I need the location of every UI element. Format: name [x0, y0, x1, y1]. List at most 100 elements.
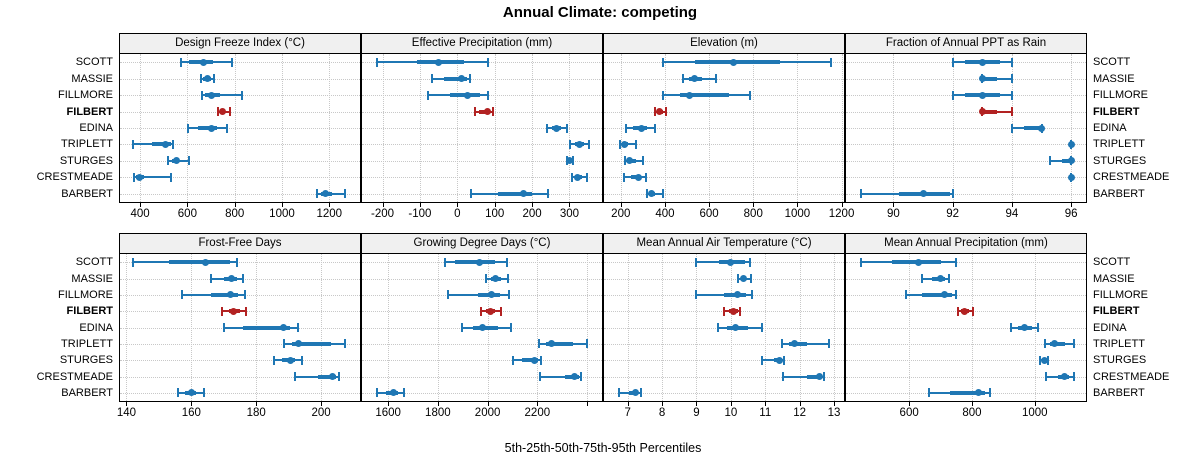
whisker-end-cap: [859, 257, 862, 267]
median-dot: [1021, 324, 1029, 331]
median-dot: [647, 190, 655, 198]
site-label-right-massie: MASSIE: [1093, 72, 1135, 85]
axis-tick-mark: [765, 402, 767, 406]
whisker-end-cap: [1010, 107, 1013, 117]
whisker-end-cap: [653, 123, 656, 133]
median-dot: [226, 291, 234, 299]
interquartile-bar-25-75: [982, 76, 998, 81]
horizontal-gridline: [846, 327, 1086, 329]
interquartile-bar-25-75: [210, 292, 239, 297]
whisker-end-cap: [297, 323, 300, 332]
whisker-end-cap: [653, 107, 656, 117]
axis-tick-mark: [1071, 203, 1073, 207]
site-label-right-crestmeade: CRESTMEADE: [1093, 171, 1170, 184]
axis-tick-mark: [419, 203, 421, 207]
median-dot: [620, 140, 628, 148]
horizontal-gridline: [846, 193, 1086, 195]
median-dot: [286, 356, 294, 364]
axis-tick-label: 200: [522, 208, 542, 220]
percentile-whisker-5-95: [982, 110, 1012, 113]
site-label-right-triplett: TRIPLETT: [1093, 138, 1145, 151]
whisker-end-cap: [172, 139, 175, 149]
axis-tick-mark: [620, 203, 622, 207]
whisker-end-cap: [375, 388, 378, 398]
horizontal-gridline: [604, 177, 844, 179]
whisker-end-cap: [203, 388, 206, 398]
horizontal-gridline: [846, 78, 1086, 80]
site-label-right-scott: SCOTT: [1093, 56, 1131, 69]
median-dot: [162, 140, 170, 148]
median-dot: [475, 258, 483, 266]
horizontal-gridline: [362, 343, 602, 345]
median-dot: [484, 108, 492, 116]
whisker-end-cap: [1047, 355, 1050, 365]
whisker-end-cap: [644, 172, 647, 182]
whisker-end-cap: [1010, 123, 1013, 133]
axis-tick-label: 94: [1005, 208, 1019, 220]
median-dot: [530, 356, 538, 364]
horizontal-gridline: [120, 111, 360, 113]
site-label-right-filbert: FILBERT: [1093, 305, 1140, 318]
median-dot: [656, 108, 664, 116]
panel-design-freeze-index-c: Design Freeze Index (°C): [119, 33, 361, 203]
site-label-left-filbert: FILBERT: [66, 305, 113, 318]
whisker-end-cap: [1038, 355, 1041, 365]
axis-tick-label: 13: [827, 407, 841, 419]
median-dot: [816, 373, 824, 380]
interquartile-bar-25-75: [949, 390, 986, 395]
site-label-left-fillmore: FILLMORE: [57, 288, 113, 301]
site-label-right-edina: EDINA: [1093, 321, 1127, 334]
whisker-end-cap: [500, 306, 503, 316]
whisker-end-cap: [951, 189, 954, 199]
whisker-end-cap: [337, 372, 340, 381]
whisker-end-cap: [956, 306, 959, 316]
whisker-end-cap: [300, 355, 303, 365]
whisker-end-cap: [491, 107, 494, 117]
axis-tick-mark: [126, 402, 128, 406]
median-dot: [230, 307, 237, 315]
whisker-end-cap: [750, 290, 753, 300]
panel-plot-area: [604, 54, 844, 202]
percentile-whisker-5-95: [540, 375, 582, 378]
axis-tick-label: 1000: [784, 208, 811, 220]
horizontal-gridline: [362, 392, 602, 394]
whisker-end-cap: [569, 139, 572, 149]
whisker-end-cap: [586, 339, 589, 349]
median-dot: [207, 91, 215, 99]
median-dot: [1040, 356, 1048, 364]
axis-tick-label: 180: [246, 407, 266, 419]
whisker-end-cap: [506, 257, 509, 267]
horizontal-gridline: [120, 193, 360, 195]
interquartile-bar-25-75: [243, 325, 291, 330]
percentile-whisker-5-95: [202, 94, 243, 97]
panel-title: Mean Annual Air Temperature (°C): [636, 237, 812, 249]
whisker-end-cap: [723, 306, 725, 316]
axis-tick-label: 92: [946, 208, 960, 220]
site-label-right-fillmore: FILLMORE: [1093, 89, 1149, 102]
whisker-end-cap: [1073, 339, 1076, 349]
whisker-end-cap: [588, 139, 591, 149]
whisker-end-cap: [681, 74, 684, 84]
site-label-right-sturges: STURGES: [1093, 154, 1147, 167]
whisker-end-cap: [566, 123, 569, 133]
whisker-end-cap: [344, 339, 347, 349]
median-dot: [435, 58, 443, 66]
panel-title: Growing Degree Days (°C): [413, 237, 551, 249]
median-dot: [978, 75, 986, 83]
horizontal-gridline: [846, 278, 1086, 280]
whisker-end-cap: [199, 74, 202, 84]
axis-tick-mark: [893, 203, 895, 207]
axis-tick-mark: [569, 203, 571, 207]
axis-tick-mark: [281, 203, 283, 207]
axis-tick-mark: [834, 402, 836, 406]
median-dot: [575, 140, 583, 148]
axis-tick-label: 7: [624, 407, 631, 419]
site-label-left-triplett: TRIPLETT: [61, 138, 113, 151]
median-dot: [732, 324, 740, 331]
axis-tick-mark: [388, 402, 390, 406]
percentile-whisker-5-95: [647, 192, 664, 195]
median-dot: [974, 389, 982, 397]
horizontal-gridline: [362, 78, 602, 80]
site-label-right-filbert: FILBERT: [1093, 105, 1140, 118]
whisker-end-cap: [243, 290, 246, 300]
